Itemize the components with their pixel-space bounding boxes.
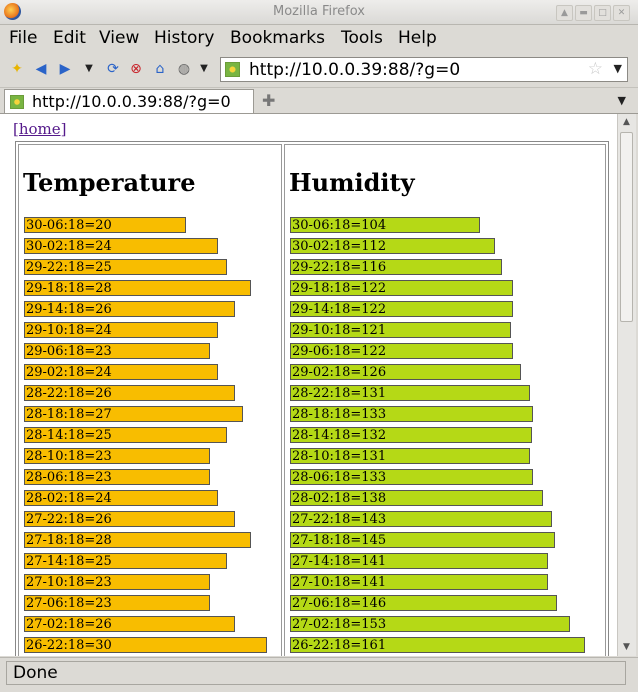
stop-icon[interactable]: ⊗	[130, 61, 142, 77]
menu-bookmarks[interactable]: Bookmarks	[230, 28, 325, 48]
humidity-bar: 28-18:18=133	[290, 406, 533, 422]
menu-view[interactable]: View	[99, 28, 140, 48]
humidity-bar: 28-14:18=132	[290, 427, 532, 443]
status-panel: Done	[6, 661, 626, 685]
humidity-bar: 30-02:18=112	[290, 238, 495, 254]
temperature-bar: 28-22:18=26	[24, 385, 235, 401]
site-favicon-icon	[225, 62, 240, 77]
url-bar[interactable]: http://10.0.0.39:88/?g=0 ☆ ▼	[220, 57, 628, 82]
temperature-bar: 30-02:18=24	[24, 238, 218, 254]
humidity-bar: 28-22:18=131	[290, 385, 530, 401]
back-icon[interactable]: ◀	[35, 61, 47, 77]
temperature-bar: 27-18:18=28	[24, 532, 251, 548]
temperature-cell: Temperature 30-06:18=20 30-02:18=24 29-22:…	[18, 144, 282, 656]
menu-edit[interactable]: Edit	[53, 28, 86, 48]
star-icon[interactable]: ☆	[587, 59, 603, 79]
humidity-bar: 28-02:18=138	[290, 490, 543, 506]
temperature-bar: 29-14:18=26	[24, 301, 235, 317]
humidity-bar: 29-06:18=122	[290, 343, 513, 359]
humidity-bar: 30-06:18=104	[290, 217, 480, 233]
tab-bar: http://10.0.0.39:88/?g=0 ✚ ▼	[0, 88, 638, 114]
humidity-bar: 28-06:18=133	[290, 469, 533, 485]
scroll-down-icon[interactable]: ▼	[623, 642, 630, 652]
temperature-bar: 28-18:18=27	[24, 406, 243, 422]
url-dropdown-icon[interactable]: ▼	[613, 62, 622, 75]
humidity-bar: 29-02:18=126	[290, 364, 521, 380]
tab-active[interactable]: http://10.0.0.39:88/?g=0	[4, 89, 254, 113]
humidity-bar: 27-14:18=141	[290, 553, 548, 569]
tab-title: http://10.0.0.39:88/?g=0	[32, 92, 231, 111]
temperature-bar: 28-02:18=24	[24, 490, 218, 506]
humidity-bars: 30-06:18=104 30-02:18=112 29-22:18=116 29-1…	[290, 217, 585, 656]
temperature-bar: 29-10:18=24	[24, 322, 218, 338]
temperature-bar: 27-02:18=26	[24, 616, 235, 632]
humidity-bar: 27-02:18=153	[290, 616, 570, 632]
humidity-bar: 26-22:18=161	[290, 637, 585, 653]
layout-table: Temperature 30-06:18=20 30-02:18=24 29-22:…	[15, 141, 609, 656]
humidity-heading: Humidity	[289, 168, 415, 197]
scroll-thumb[interactable]	[620, 132, 633, 322]
tab-list-icon[interactable]: ▼	[617, 94, 626, 107]
shade-window-button[interactable]: ▲	[556, 5, 573, 21]
menu-help[interactable]: Help	[398, 28, 437, 48]
temperature-bar: 29-06:18=23	[24, 343, 210, 359]
globe-icon[interactable]: ◍	[177, 61, 191, 77]
home-icon[interactable]: ⌂	[155, 61, 165, 77]
humidity-bar: 29-18:18=122	[290, 280, 513, 296]
humidity-bar: 29-10:18=121	[290, 322, 511, 338]
humidity-bar: 27-18:18=145	[290, 532, 555, 548]
menu-bar: File Edit View History Bookmarks Tools H…	[0, 25, 638, 53]
navigation-toolbar: ✦ ◀ ▶ ▼ ⟳ ⊗ ⌂ ◍ ▼ http://10.0.0.39:88/?g…	[0, 54, 638, 88]
temperature-bar: 27-10:18=23	[24, 574, 210, 590]
reload-icon[interactable]: ⟳	[107, 61, 119, 77]
maximize-button[interactable]: □	[594, 5, 611, 21]
humidity-bar: 29-22:18=116	[290, 259, 502, 275]
url-text[interactable]: http://10.0.0.39:88/?g=0	[249, 60, 461, 80]
forward-icon[interactable]: ▶	[59, 61, 71, 77]
humidity-bar: 29-14:18=122	[290, 301, 513, 317]
status-text: Done	[13, 663, 58, 683]
tab-favicon-icon	[10, 95, 24, 109]
scroll-up-icon[interactable]: ▲	[623, 117, 630, 127]
menu-history[interactable]: History	[154, 28, 215, 48]
temperature-bar: 27-14:18=25	[24, 553, 227, 569]
humidity-bar: 28-10:18=131	[290, 448, 530, 464]
humidity-cell: Humidity 30-06:18=104 30-02:18=112 29-22:1…	[284, 144, 606, 656]
temperature-bars: 30-06:18=20 30-02:18=24 29-22:18=25 29-18:1…	[24, 217, 267, 656]
menu-tools[interactable]: Tools	[341, 28, 383, 48]
temperature-bar: 27-06:18=23	[24, 595, 210, 611]
firefox-logo-icon	[4, 3, 21, 20]
humidity-bar: 27-06:18=146	[290, 595, 557, 611]
temperature-bar: 29-22:18=25	[24, 259, 227, 275]
temperature-bar: 30-06:18=20	[24, 217, 186, 233]
history-dropdown-icon[interactable]: ▼	[85, 63, 93, 74]
temperature-bar: 28-10:18=23	[24, 448, 210, 464]
new-bookmark-icon[interactable]: ✦	[11, 61, 23, 77]
vertical-scrollbar[interactable]: ▲ ▼	[617, 114, 636, 656]
globe-dropdown-icon[interactable]: ▼	[200, 63, 208, 74]
title-bar: Mozilla Firefox ▲ ▬ □ ✕	[0, 0, 638, 25]
minimize-button[interactable]: ▬	[575, 5, 592, 21]
menu-file[interactable]: File	[9, 28, 38, 48]
temperature-bar: 27-22:18=26	[24, 511, 235, 527]
temperature-heading: Temperature	[23, 168, 196, 197]
close-window-button[interactable]: ✕	[613, 5, 630, 21]
humidity-bar: 27-10:18=141	[290, 574, 548, 590]
temperature-bar: 26-22:18=30	[24, 637, 267, 653]
status-bar: Done	[0, 657, 638, 692]
temperature-bar: 28-14:18=25	[24, 427, 227, 443]
temperature-bar: 29-02:18=24	[24, 364, 218, 380]
new-tab-icon[interactable]: ✚	[262, 91, 276, 110]
humidity-bar: 27-22:18=143	[290, 511, 552, 527]
page-viewport: [home] Temperature 30-06:18=20 30-02:18=2…	[0, 114, 617, 656]
window-title: Mozilla Firefox	[273, 4, 365, 19]
home-link[interactable]: [home]	[13, 120, 67, 138]
temperature-bar: 28-06:18=23	[24, 469, 210, 485]
temperature-bar: 29-18:18=28	[24, 280, 251, 296]
